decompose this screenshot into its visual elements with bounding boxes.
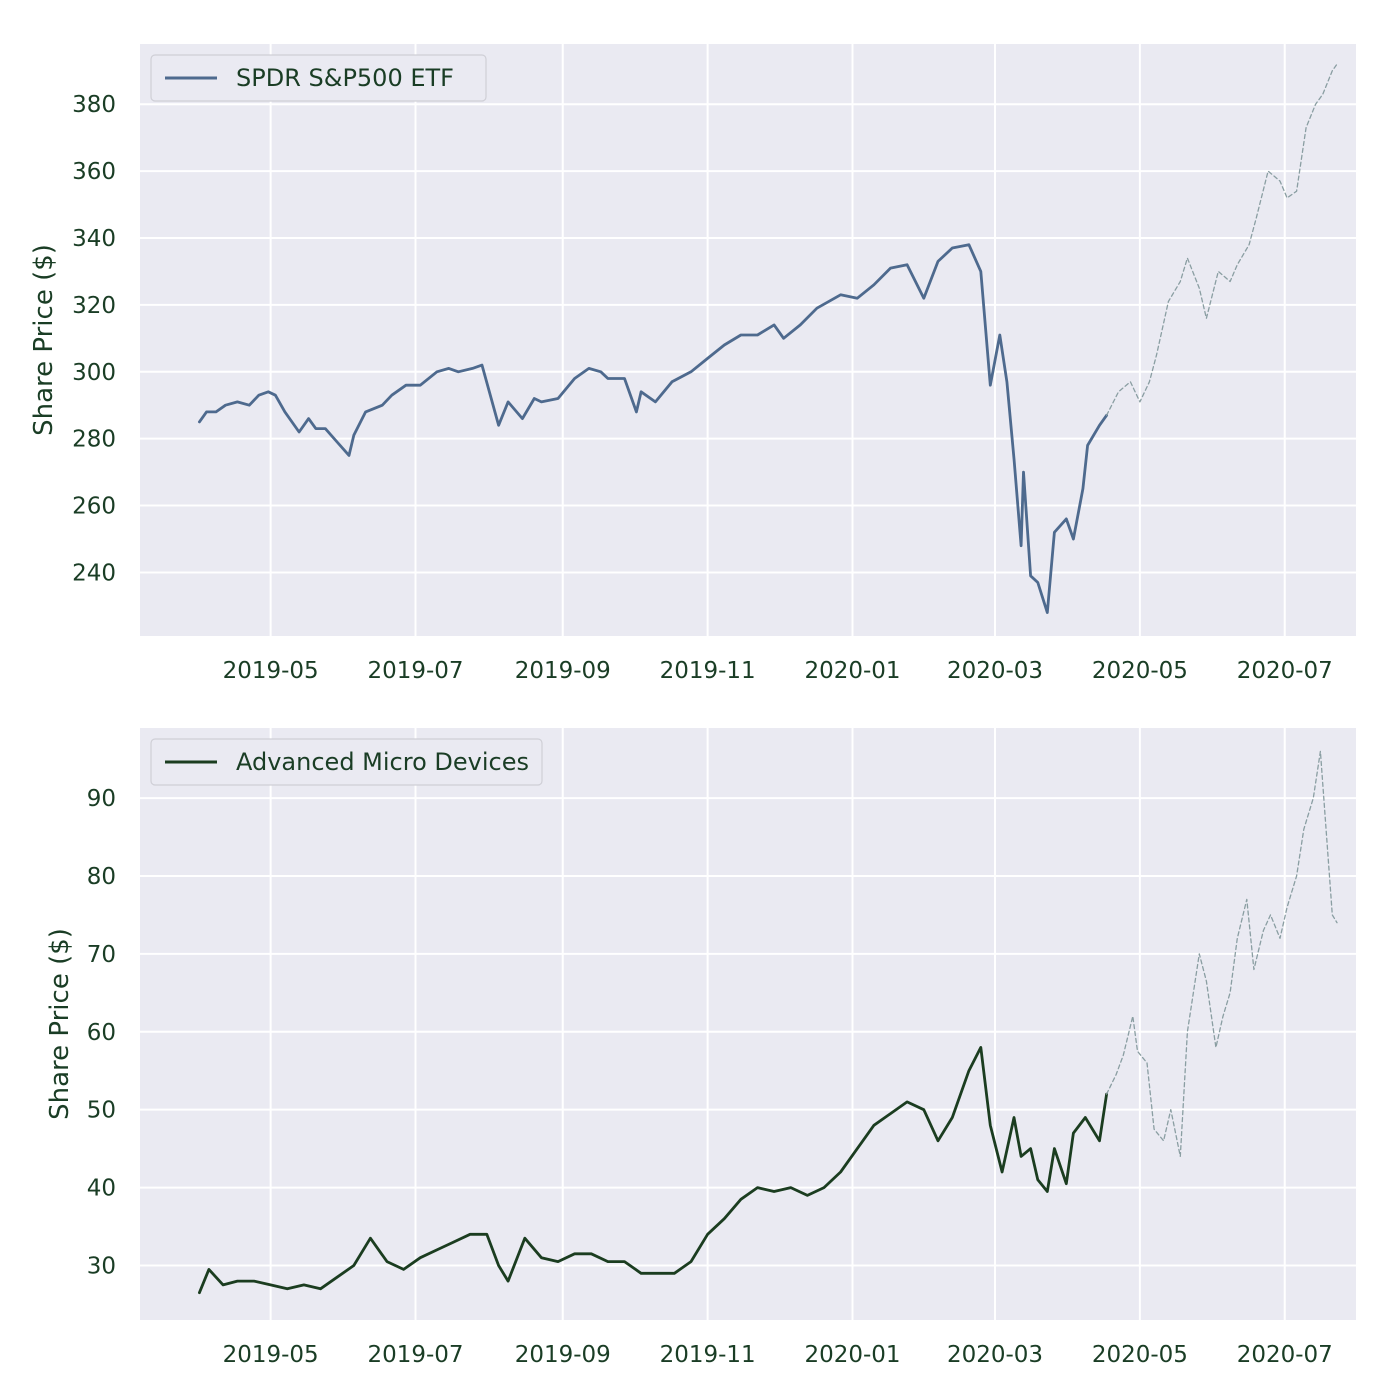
- y-tick-label: 70: [87, 942, 116, 968]
- y-tick-label: 380: [72, 92, 116, 118]
- y-tick-label: 340: [72, 226, 116, 252]
- x-tick-label: 2019-05: [223, 658, 319, 684]
- y-axis-title: Share Price ($): [29, 244, 59, 436]
- y-tick-label: 90: [87, 786, 116, 812]
- y-tick-label: 300: [72, 360, 116, 386]
- y-tick-label: 60: [87, 1020, 116, 1046]
- x-tick-label: 2019-11: [660, 1342, 756, 1368]
- plot-area: [140, 728, 1356, 1320]
- y-axis-title: Share Price ($): [45, 928, 75, 1120]
- forecast-line: [1105, 63, 1338, 416]
- x-tick-label: 2020-07: [1237, 1342, 1333, 1368]
- y-tick-label: 240: [72, 560, 116, 586]
- y-tick-label: 360: [72, 159, 116, 185]
- x-tick-label: 2020-03: [947, 658, 1043, 684]
- x-tick-label: 2019-05: [223, 1342, 319, 1368]
- legend-label: SPDR S&P500 ETF: [236, 64, 454, 92]
- x-tick-label: 2019-11: [660, 658, 756, 684]
- price-line: [197, 243, 1108, 614]
- legend-label: Advanced Micro Devices: [236, 748, 529, 776]
- y-tick-label: 320: [72, 293, 116, 319]
- x-tick-label: 2019-09: [515, 658, 611, 684]
- x-tick-label: 2020-07: [1237, 658, 1333, 684]
- forecast-line: [1105, 750, 1338, 1158]
- y-tick-label: 260: [72, 494, 116, 520]
- x-tick-label: 2019-09: [515, 1342, 611, 1368]
- y-tick-label: 30: [87, 1253, 116, 1279]
- y-tick-label: 280: [72, 427, 116, 453]
- chart-panel-2: 30 40 50 60 70 80 90 2019-05 2019-07 2019-09 2019-…: [45, 728, 1356, 1368]
- y-tick-label: 80: [87, 864, 116, 890]
- price-line: [197, 1046, 1108, 1295]
- plot-area: [140, 44, 1356, 636]
- x-tick-label: 2020-03: [947, 1342, 1043, 1368]
- x-tick-label: 2019-07: [367, 1342, 463, 1368]
- x-tick-label: 2020-01: [804, 1342, 900, 1368]
- chart-panel-1: 240 260 280 300 320 340 360 380 2019-05 2019-07 20…: [29, 44, 1356, 684]
- legend-box: [150, 738, 543, 786]
- x-tick-label: 2020-05: [1092, 658, 1188, 684]
- legend-box: [150, 54, 487, 102]
- x-tick-label: 2020-01: [804, 658, 900, 684]
- y-tick-label: 40: [87, 1176, 116, 1202]
- x-tick-label: 2019-07: [367, 658, 463, 684]
- y-tick-label: 50: [87, 1098, 116, 1124]
- x-tick-label: 2020-05: [1092, 1342, 1188, 1368]
